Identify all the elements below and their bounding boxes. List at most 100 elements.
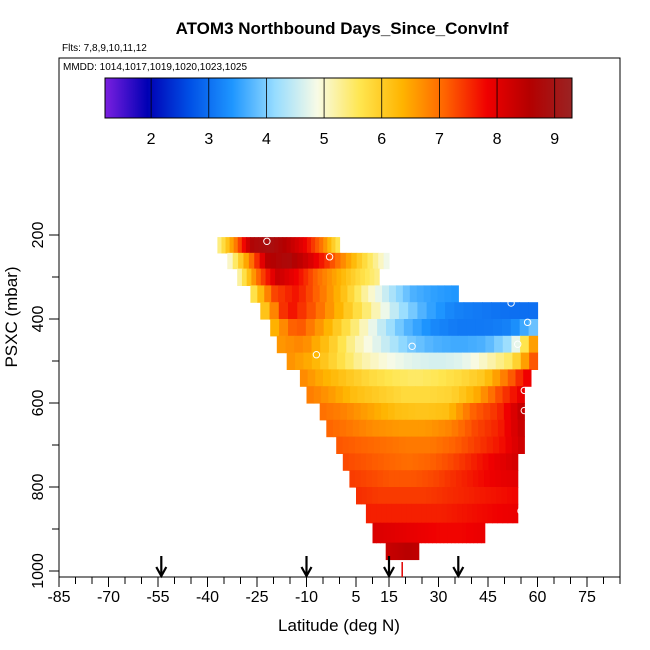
heatmap-cell <box>372 419 380 438</box>
heatmap-cell <box>346 403 355 421</box>
heatmap-cell <box>357 386 366 404</box>
heatmap-cell <box>389 453 396 471</box>
heatmap-cell <box>450 470 457 488</box>
heatmap-cell <box>320 352 330 370</box>
heatmap-cell <box>478 352 488 370</box>
colorbar-tick-label-2: 2 <box>147 131 156 148</box>
heatmap-cell <box>450 335 460 354</box>
sample-marker <box>523 318 532 327</box>
heatmap-cell <box>385 542 388 561</box>
heatmap-cell <box>376 503 382 524</box>
heatmap-cell <box>436 487 443 505</box>
latitude-arrows <box>155 556 465 579</box>
heatmap-cell <box>443 522 448 544</box>
heatmap-cell <box>492 503 499 524</box>
heatmap-cell <box>355 470 362 488</box>
heatmap-cell <box>343 302 354 320</box>
sample-marker <box>540 316 548 324</box>
heatmap-cell <box>385 419 393 438</box>
heatmap-cell <box>497 419 506 438</box>
heatmap-cell <box>461 369 470 387</box>
heatmap-cell <box>454 522 460 544</box>
heatmap-cell <box>477 522 482 544</box>
heatmap-cell <box>472 503 478 524</box>
heatmap-cell <box>324 302 335 320</box>
heatmap-cell <box>371 470 379 488</box>
heatmap-cell <box>370 503 377 524</box>
heatmap-cell <box>455 436 463 454</box>
heatmap-cell <box>229 237 235 254</box>
heatmap-cell <box>424 335 434 354</box>
x-tick-label-30: 30 <box>430 589 448 606</box>
heatmap-cell <box>464 419 473 438</box>
heatmap-cell <box>423 285 432 303</box>
heatmap-cell <box>423 436 431 454</box>
heatmap-cell <box>512 503 519 524</box>
heatmap-cell <box>500 470 508 488</box>
heatmap-cell <box>369 268 375 286</box>
heatmap-cell <box>392 542 394 561</box>
heatmap-cell <box>395 453 402 471</box>
heatmap-cell <box>320 335 330 354</box>
x-tick-label-45: 45 <box>479 589 497 606</box>
heatmap-cell <box>408 542 411 561</box>
heatmap-cell <box>398 542 401 561</box>
heatmap-cell <box>502 335 513 354</box>
heatmap-cell <box>422 470 429 488</box>
heatmap-cell <box>350 386 358 404</box>
heatmap-cell <box>399 487 406 505</box>
heatmap-cell <box>411 470 418 488</box>
x-axis: -85 -70 -55 -40 -25 -10 5 15 30 45 60 75 <box>47 577 621 606</box>
heatmap-cell <box>455 470 463 488</box>
heatmap-cell <box>406 503 413 524</box>
heatmap-cell <box>258 237 263 254</box>
dates-label: MMDD: 1014,1017,1019,1020,1023,1025 <box>63 62 247 73</box>
heatmap-cell <box>442 436 450 454</box>
heatmap-cell <box>439 470 446 488</box>
arrow-marker <box>155 556 168 579</box>
heatmap-cell <box>433 470 440 488</box>
colorbar-tick-label-7: 7 <box>435 131 444 148</box>
heatmap-cell <box>299 369 309 387</box>
heatmap-cell <box>265 268 271 286</box>
heatmap-cell <box>401 453 408 471</box>
heatmap-row-225 <box>217 237 341 254</box>
heatmap-cell <box>435 403 444 421</box>
heatmap-cell <box>420 352 430 370</box>
heatmap-cell <box>389 542 391 561</box>
heatmap-cell <box>326 403 334 421</box>
heatmap-cell <box>355 335 365 354</box>
heatmap-cell <box>360 470 367 488</box>
heatmap-cell <box>381 503 387 524</box>
heatmap-cell <box>383 453 391 471</box>
heatmap-row-740 <box>342 453 519 471</box>
heatmap-cell <box>346 369 355 387</box>
heatmap-cell <box>395 542 398 561</box>
heatmap-cell <box>432 522 437 544</box>
heatmap-cell <box>509 386 518 404</box>
heatmap-cell <box>368 285 376 303</box>
heatmap-cell <box>507 503 514 524</box>
heatmap-cell <box>352 419 360 438</box>
x-tick-label-60: 60 <box>529 589 547 606</box>
heatmap-cell <box>245 237 251 254</box>
heatmap-cell <box>392 369 401 387</box>
heatmap-cell <box>435 302 446 320</box>
heatmap-cell <box>416 503 423 524</box>
heatmap-cell <box>430 436 438 454</box>
heatmap-cell <box>387 542 390 561</box>
heatmap-cell <box>238 252 245 270</box>
heatmap-cell <box>415 369 424 387</box>
heatmap-cell <box>371 453 379 471</box>
heatmap-cell <box>326 419 334 438</box>
heatmap-cell <box>353 352 363 370</box>
heatmap-cell <box>341 319 351 337</box>
sample-marker <box>520 406 528 415</box>
heatmap-cell <box>311 335 321 354</box>
heatmap-cell <box>356 487 362 505</box>
heatmap-cell <box>315 369 324 387</box>
heatmap-cell <box>356 252 363 270</box>
heatmap-cell <box>243 252 250 270</box>
heatmap-cell <box>333 403 341 421</box>
heatmap-cell <box>388 487 395 505</box>
